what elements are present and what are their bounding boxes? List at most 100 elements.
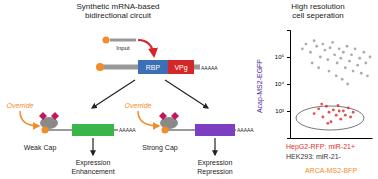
tick-label: 10⁵ — [275, 54, 285, 60]
construct-left: AAAAAOverrideWeak CapExpressionEnhanceme… — [7, 102, 137, 175]
graphic: Synthetic mRNA-basedbidirectional circui… — [0, 0, 378, 179]
point — [313, 112, 316, 115]
point — [330, 120, 333, 123]
input-label: Input — [116, 45, 130, 51]
point — [321, 43, 324, 46]
series — [313, 103, 355, 125]
axis-line — [287, 31, 291, 139]
y-axis: 10³10⁴10⁵ — [275, 31, 291, 139]
title: Synthetic mRNA-based — [76, 2, 159, 11]
rbp-box — [138, 60, 168, 74]
point — [338, 47, 341, 50]
y-axis-title: Acap-MS2-EGFP — [256, 59, 264, 113]
poly-a: AAAAA — [119, 127, 136, 133]
point — [360, 72, 363, 75]
gate — [296, 106, 364, 130]
x-axis — [291, 138, 373, 139]
legend-entry: HepG2-RFP: miR-21+ — [286, 143, 355, 151]
chart-title: cell seperation — [292, 11, 344, 20]
cap-label: Weak Cap — [24, 144, 57, 152]
legend-entry: HEK293: miR-21- — [286, 153, 342, 160]
point — [332, 108, 335, 111]
tick: 10³ — [275, 108, 290, 114]
point — [321, 116, 324, 119]
branch-arrow — [165, 80, 208, 108]
point — [313, 39, 316, 42]
construct-right: AAAAA Override Strong Cap ExpressionRepress… — [125, 102, 255, 176]
x-axis-title: ARCA-MS2-BFP — [305, 167, 357, 174]
point — [366, 74, 369, 77]
point — [339, 57, 342, 60]
poly-a: AAAAA — [201, 65, 218, 71]
gene-box — [195, 124, 235, 136]
chart-title: High resolution — [291, 2, 344, 11]
tick-mark — [287, 57, 290, 58]
factor — [171, 112, 179, 120]
title: bidirectional circuit — [85, 11, 152, 20]
point — [338, 110, 341, 113]
point — [311, 62, 314, 65]
point — [328, 70, 331, 73]
point — [315, 45, 318, 48]
point — [335, 114, 338, 117]
factor — [159, 112, 167, 120]
poly-a: AAAAA — [237, 127, 254, 133]
tick: 10⁵ — [275, 54, 290, 60]
point — [329, 46, 332, 49]
plot-area — [296, 39, 371, 130]
rbp-label: RBP — [146, 64, 161, 71]
cap — [162, 127, 169, 134]
point — [346, 83, 349, 86]
outcome: Expression — [198, 159, 233, 167]
point — [320, 103, 323, 106]
input-arrow — [138, 40, 154, 56]
factor — [39, 112, 47, 120]
point — [352, 70, 355, 73]
series — [301, 39, 371, 85]
point — [354, 47, 357, 50]
override-arrow — [138, 111, 159, 126]
point — [347, 107, 350, 110]
point — [326, 122, 329, 125]
point — [344, 114, 347, 117]
tick-mark — [287, 84, 290, 85]
point — [349, 116, 352, 119]
vpg-box — [168, 60, 194, 74]
outcome-arrow — [214, 138, 215, 155]
cap-label: Strong Cap — [142, 144, 178, 152]
point — [317, 66, 320, 69]
point — [333, 53, 336, 56]
diagram: Synthetic mRNA-basedbidirectional circui… — [7, 2, 255, 176]
point — [325, 105, 328, 108]
tick-label: 10³ — [275, 108, 284, 114]
override-label: Override — [7, 102, 34, 109]
chart: High resolutioncell seperation 10³10⁴10⁵ A… — [256, 2, 373, 174]
point — [352, 111, 355, 114]
point — [358, 57, 361, 60]
point — [346, 45, 349, 48]
point — [350, 53, 353, 56]
input-line — [110, 39, 136, 42]
point — [341, 78, 344, 81]
point — [369, 56, 372, 59]
override-arrow — [20, 111, 39, 126]
outcome: Enhancement — [71, 168, 114, 175]
outcome-arrow — [92, 138, 93, 155]
point — [339, 118, 342, 121]
override-label: Override — [125, 102, 152, 109]
vpg-label: VPg — [174, 64, 187, 72]
point — [323, 49, 326, 52]
point — [319, 56, 322, 59]
point — [364, 62, 367, 65]
gene-box — [72, 124, 114, 136]
point — [336, 62, 339, 65]
factor — [51, 112, 59, 120]
axis-line — [291, 138, 373, 139]
outcome: Repression — [197, 168, 233, 176]
point — [301, 47, 304, 50]
point — [317, 107, 320, 110]
point — [331, 41, 334, 44]
point — [326, 58, 329, 61]
point — [362, 51, 365, 54]
point — [337, 104, 340, 107]
